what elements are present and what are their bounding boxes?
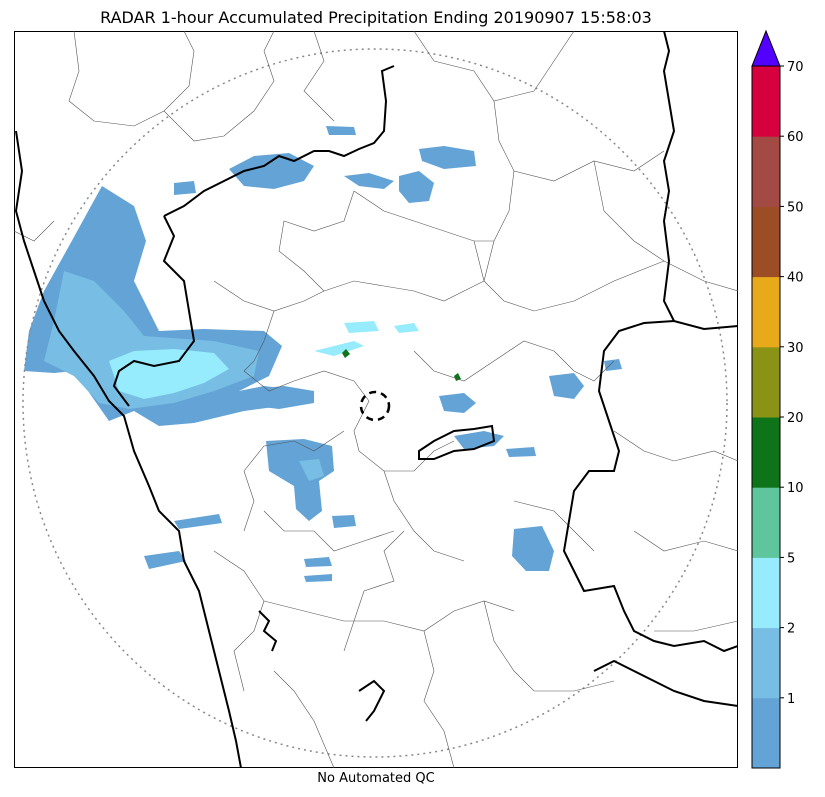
colorbar-bin	[752, 557, 780, 629]
colorbar-bins	[752, 66, 780, 769]
radar-map	[14, 31, 738, 768]
rain-area-north-5	[326, 126, 356, 135]
colorbar-bin	[752, 627, 780, 699]
colorbar-tick-label: 2	[787, 622, 795, 637]
colorbar-bin	[752, 66, 780, 137]
rain-area-north-3	[419, 146, 476, 169]
rain-area-center-1	[254, 386, 314, 409]
north-west-boundary	[112, 215, 196, 407]
colorbar-tick-label: 10	[787, 481, 804, 496]
rain-area-north-4	[344, 173, 394, 189]
colorbar-tick-label: 70	[787, 60, 804, 75]
precip-layer	[24, 126, 622, 582]
east-boundary-2	[562, 319, 738, 653]
rain-area-east-2	[549, 373, 584, 399]
chart-title: RADAR 1-hour Accumulated Precipitation E…	[100, 8, 652, 27]
south-enclave	[258, 610, 278, 652]
rain-area-center-north-heavy	[314, 321, 419, 356]
eastern-boundary	[662, 31, 676, 322]
rain-area-east-3	[512, 526, 554, 571]
rain-area-small-east	[506, 359, 622, 457]
colorbar-bin	[752, 206, 780, 278]
colorbar-bin	[752, 136, 780, 207]
northern-boundary	[163, 65, 395, 217]
rain-area-north-2	[399, 171, 434, 203]
state-boundaries	[14, 31, 738, 768]
colorbar-bin	[752, 276, 780, 348]
rain-area-center-south-mid	[299, 459, 324, 481]
rain-area-north-6	[174, 181, 196, 195]
colorbar-bin	[752, 487, 780, 558]
rain-area-southwest-1	[144, 551, 186, 569]
colorbar-bin	[752, 417, 780, 488]
colorbar-tick-label: 50	[787, 200, 804, 215]
district-boundaries	[14, 31, 738, 768]
colorbar-tick-label: 40	[787, 271, 804, 286]
colorbar: 1 2 5 10 20 30 40 50 60 70	[751, 29, 804, 769]
rain-area-east-1	[439, 393, 476, 413]
rain-area-north-1	[229, 153, 314, 189]
colorbar-tick-label: 1	[787, 692, 795, 707]
colorbar-tick-label: 60	[787, 130, 804, 145]
south-enclave-2	[358, 679, 386, 722]
enclave-boundary	[418, 424, 496, 460]
radar-site-marker	[359, 390, 391, 422]
colorbar-tick-label: 20	[787, 411, 804, 426]
colorbar-tick-label: 5	[787, 551, 795, 566]
colorbar-bin	[752, 697, 780, 769]
rain-area-south-3	[304, 574, 332, 582]
southeast-enclave	[593, 659, 738, 707]
range-ring	[22, 48, 728, 758]
rain-area-center-streak	[454, 431, 504, 449]
colorbar-bin	[752, 346, 780, 418]
rain-area-southwest-2	[174, 514, 222, 529]
colorbar-labels: 1 2 5 10 20 30 40 50 60 70	[780, 60, 804, 707]
rain-area-south-1	[332, 515, 356, 528]
colorbar-extend-arrow	[751, 29, 781, 67]
qc-note: No Automated QC	[317, 771, 435, 786]
west-coastline	[14, 130, 242, 768]
rain-area-south-2	[304, 557, 332, 567]
colorbar-tick-label: 30	[787, 341, 804, 356]
